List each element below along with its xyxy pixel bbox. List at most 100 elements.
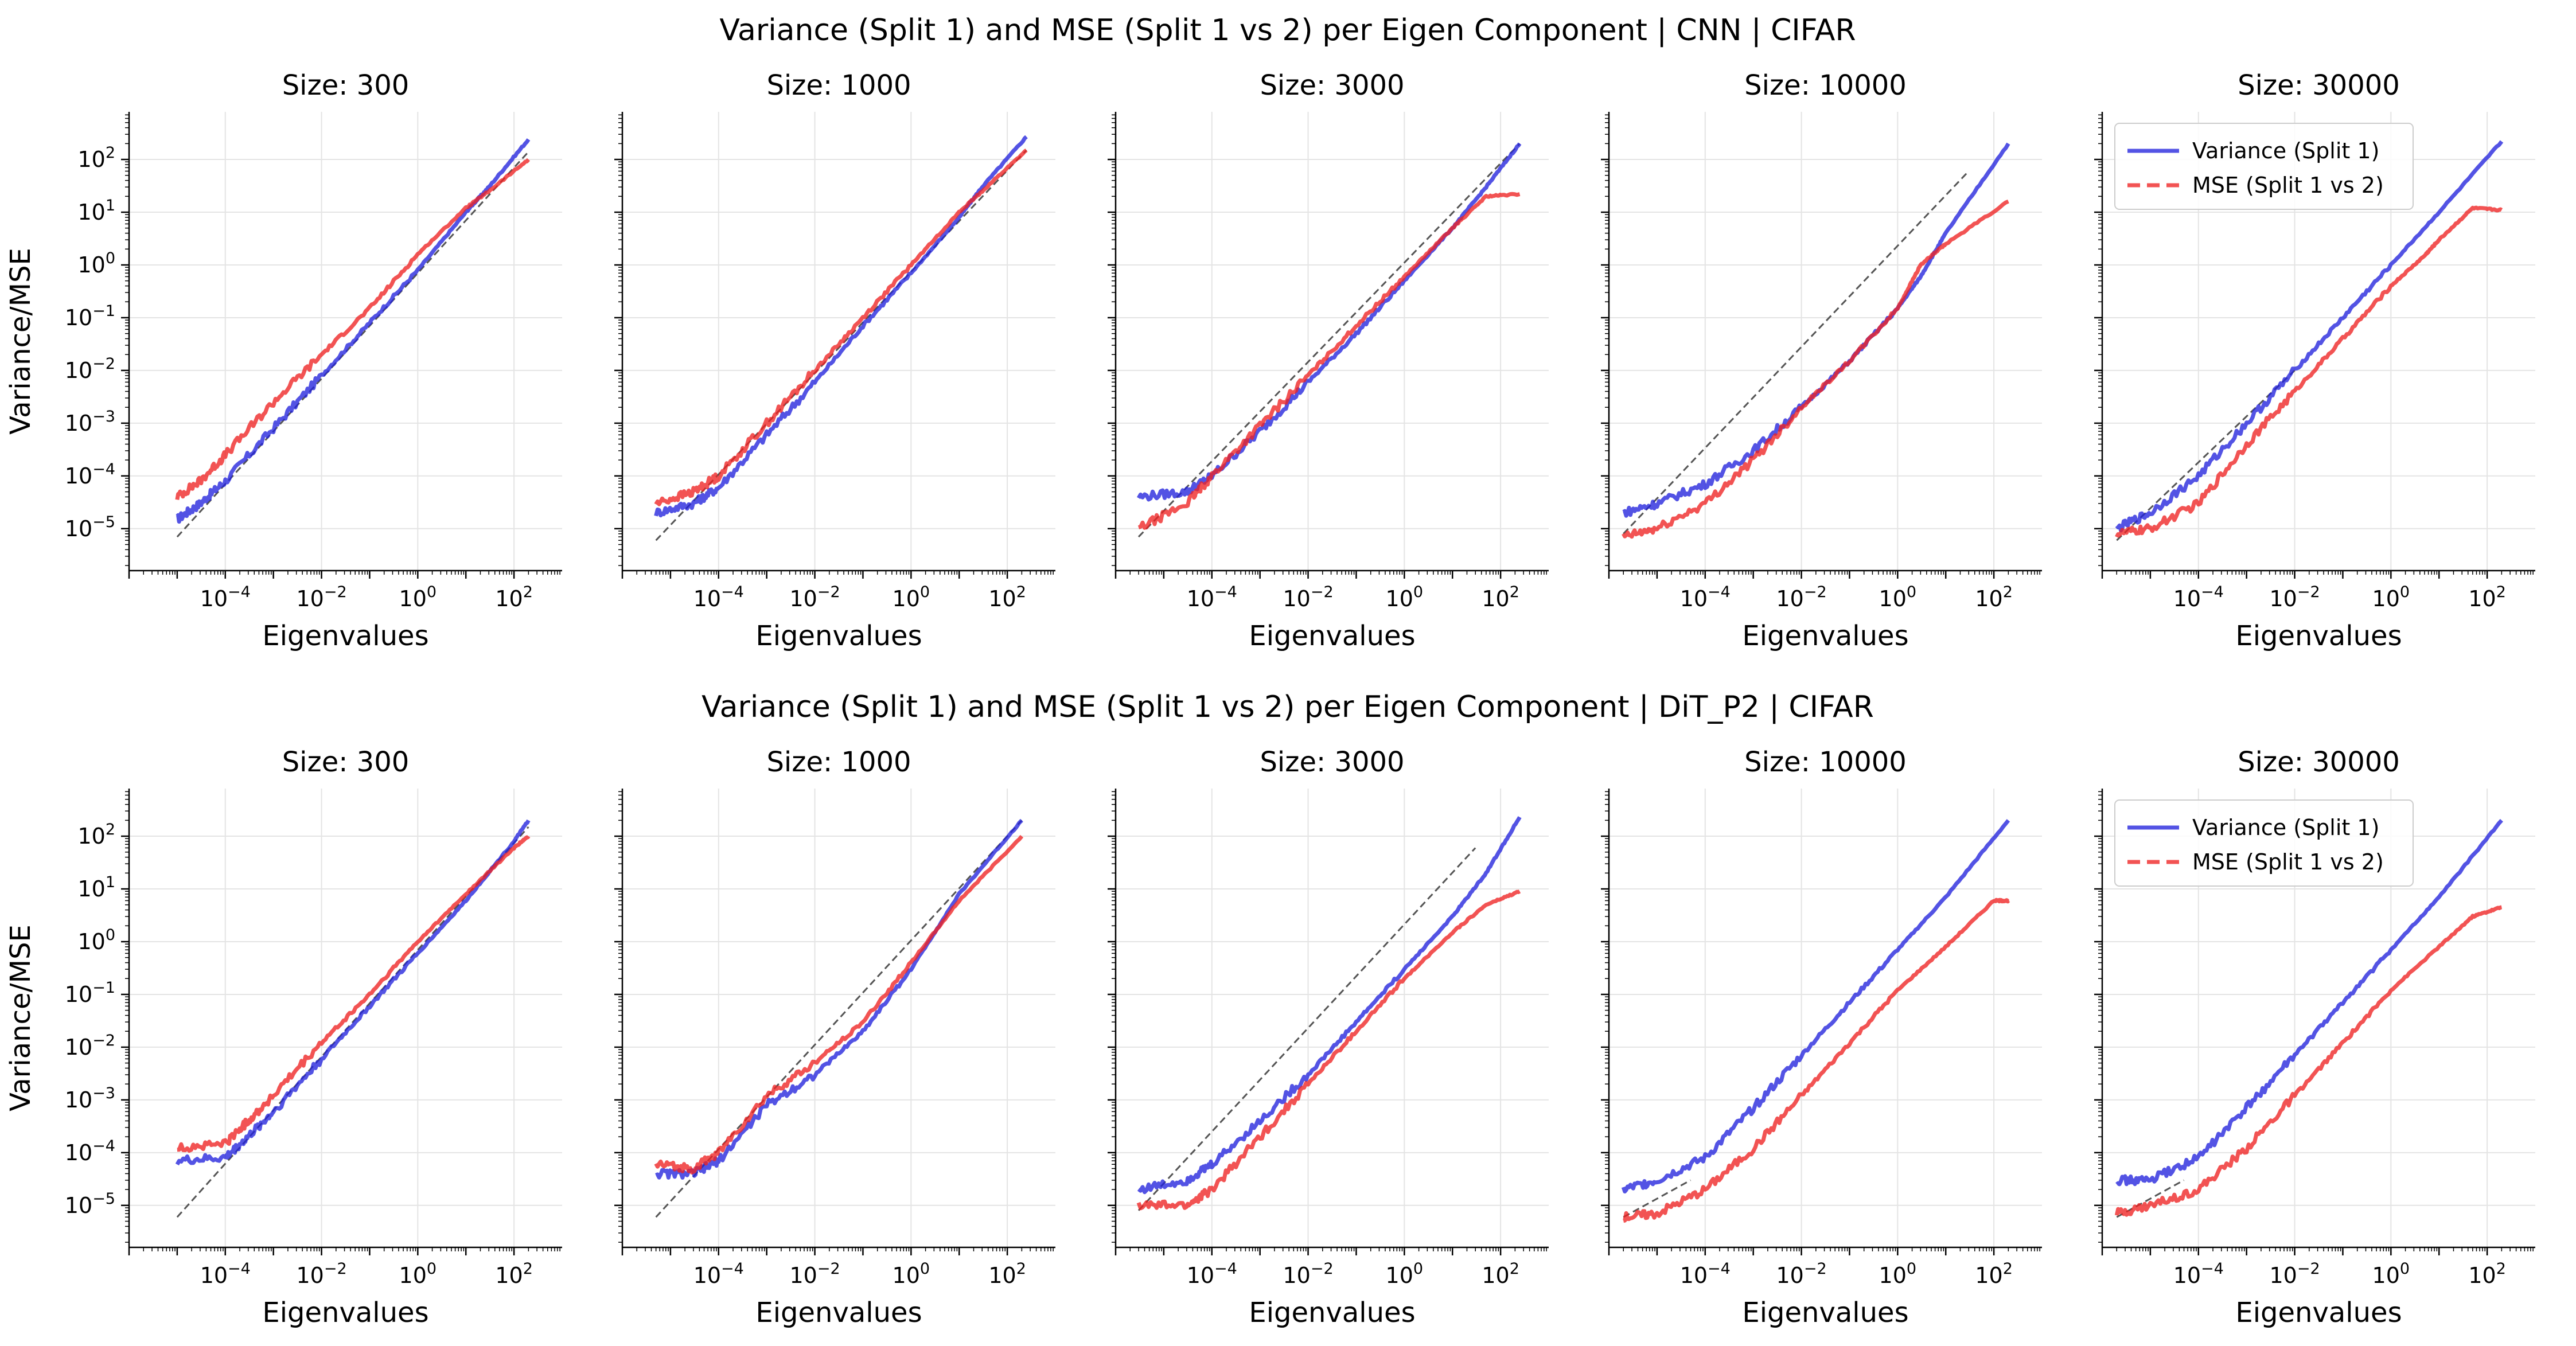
x-ticks: 10−4 10−2 100 102 [1114,1247,1547,1288]
series-group [2115,140,2504,541]
y-tick-label: 10−3 [65,1084,115,1113]
legend: Variance (Split 1) MSE (Split 1 vs 2) [2114,123,2414,210]
x-tick-label: 100 [399,1260,437,1288]
mse-series-line [175,158,531,500]
legend-entry-label: Variance (Split 1) [2192,815,2379,840]
row-2-title: Variance (Split 1) and MSE (Split 1 vs 2… [702,690,1874,724]
panel-title: Size: 3000 [1260,69,1404,102]
panel-1-3: 10−4 10−2 100 102 Size: 3000 Eigenvalues [1108,69,1549,652]
x-axis-label: Eigenvalues [1742,620,1908,652]
x-tick-label: 102 [1975,1260,2013,1288]
x-tick-label: 10−4 [200,583,251,611]
series-group [1622,142,2010,539]
panel-title: Size: 300 [282,69,410,102]
x-tick-label: 100 [2372,583,2410,611]
x-tick-label: 100 [2372,1260,2410,1288]
y-tick-label: 10−2 [65,355,115,383]
panel-1-5: 10−4 10−2 100 102 Size: 30000 Eigenvalues Vari… [2094,69,2535,652]
x-tick-label: 10−4 [1680,1260,1731,1288]
mse-series-line [654,834,1024,1175]
y-axis-label: Variance/MSE [5,248,37,435]
panels: 10−4 10−2 100 102 10−5 10−4 10−3 10−2 10−1 100 101… [5,69,2535,1329]
x-ticks: 10−4 10−2 100 102 [621,571,1054,611]
y-tick-label: 100 [77,249,115,278]
legend-entry-label: MSE (Split 1 vs 2) [2192,849,2384,875]
x-ticks: 10−4 10−2 100 102 [128,1247,560,1288]
x-tick-label: 10−4 [2173,1260,2224,1288]
y-ticks [1108,114,1116,566]
y-ticks [1108,791,1116,1243]
y-tick-label: 102 [77,144,115,172]
x-tick-label: 10−2 [2269,583,2320,611]
x-tick-label: 100 [893,583,930,611]
x-axis-label: Eigenvalues [262,620,428,652]
mse-series-line [1623,898,2010,1223]
x-axis-label: Eigenvalues [1249,620,1415,652]
y-tick-label: 10−2 [65,1032,115,1060]
variance-series-line [2115,140,2504,533]
y-ticks [1601,114,1609,566]
y-ticks: 10−5 10−4 10−3 10−2 10−1 100 101 102 [65,791,129,1243]
panel-title: Size: 3000 [1260,746,1404,778]
x-axis-label: Eigenvalues [755,1297,922,1329]
mse-series-line [177,835,531,1153]
panel-1-4: 10−4 10−2 100 102 Size: 10000 Eigenvalues [1601,69,2042,652]
variance-series-line [1621,819,2010,1193]
y-ticks [614,114,622,566]
y-tick-label: 102 [77,821,115,849]
legend-entry-label: MSE (Split 1 vs 2) [2192,173,2384,198]
variance-series-line [1137,816,1522,1195]
panel-1-2: 10−4 10−2 100 102 Size: 1000 Eigenvalues [614,69,1055,652]
x-tick-label: 10−4 [1187,1260,1237,1288]
reference-line [1137,143,1521,538]
grid [1609,112,2042,571]
panel-2-5: 10−4 10−2 100 102 Size: 30000 Eigenvalues Vari… [2094,746,2535,1329]
x-ticks: 10−4 10−2 100 102 [128,571,560,611]
mse-series-line [1137,192,1521,530]
panel-2-1: 10−4 10−2 100 102 10−5 10−4 10−3 10−2 10−1 100 101… [5,746,562,1329]
panel-title: Size: 10000 [1744,746,1907,778]
x-tick-label: 10−2 [1283,1260,1333,1288]
x-tick-label: 10−2 [296,583,346,611]
y-tick-label: 100 [77,926,115,954]
y-tick-label: 101 [77,197,115,225]
grid [622,112,1055,571]
y-tick-label: 101 [77,873,115,902]
x-tick-label: 102 [1482,583,1519,611]
reference-line [1623,170,1970,535]
x-axis-label: Eigenvalues [262,1297,428,1329]
x-tick-label: 100 [1386,583,1424,611]
panel-2-4: 10−4 10−2 100 102 Size: 10000 Eigenvalues [1601,746,2042,1329]
reference-line [655,149,1027,541]
grid [129,112,562,571]
y-tick-label: 10−4 [65,1137,115,1165]
series-group [654,135,1028,541]
y-tick-label: 10−1 [65,302,115,330]
x-axis-label: Eigenvalues [1742,1297,1908,1329]
y-axis-label: Variance/MSE [5,924,37,1111]
x-tick-label: 10−2 [1283,583,1333,611]
x-tick-label: 10−2 [1776,1260,1826,1288]
x-tick-label: 102 [1482,1260,1519,1288]
grid [1609,789,2042,1247]
y-tick-label: 10−3 [65,408,115,436]
x-ticks: 10−4 10−2 100 102 [621,1247,1054,1288]
mse-series-line [2115,205,2503,538]
legend-entry-label: Variance (Split 1) [2192,138,2379,163]
x-ticks: 10−4 10−2 100 102 [2101,571,2534,611]
x-ticks: 10−4 10−2 100 102 [1608,1247,2040,1288]
x-tick-label: 10−2 [296,1260,346,1288]
legend: Variance (Split 1) MSE (Split 1 vs 2) [2114,799,2414,887]
x-tick-label: 100 [399,583,437,611]
reference-line [1623,1179,1692,1218]
x-axis-label: Eigenvalues [2235,620,2402,652]
x-tick-label: 10−2 [789,583,840,611]
x-tick-label: 102 [2468,1260,2506,1288]
legend-box [2114,123,2414,210]
panel-1-1: 10−4 10−2 100 102 10−5 10−4 10−3 10−2 10−1 100 101… [5,69,562,652]
series-group [175,138,531,538]
legend-box [2114,799,2414,887]
x-tick-label: 10−2 [2269,1260,2320,1288]
